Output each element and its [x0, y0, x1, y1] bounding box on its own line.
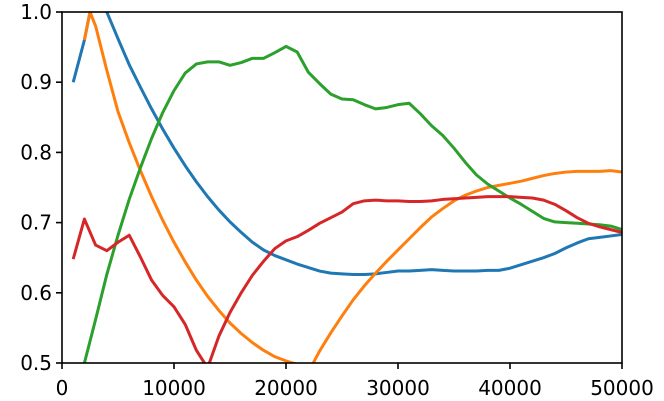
x-tick-label: 40000: [478, 376, 542, 400]
x-tick-label: 50000: [590, 376, 654, 400]
x-tick-label: 20000: [254, 376, 318, 400]
y-tick-label: 0.8: [20, 140, 52, 164]
x-tick-label: 0: [56, 376, 69, 400]
y-axis: 0.5 0.6 0.7 0.8 0.9 1.0: [20, 0, 62, 375]
x-tick-label: 30000: [366, 376, 430, 400]
y-tick-label: 0.6: [20, 281, 52, 305]
plot-area: [71, 12, 622, 363]
x-axis: 0 10000 20000 30000 40000 50000: [56, 363, 654, 400]
y-tick-label: 0.5: [20, 351, 52, 375]
y-tick-label: 0.7: [20, 211, 52, 235]
y-tick-label: 0.9: [20, 70, 52, 94]
series-line-1: [71, 12, 622, 277]
series-line-2: [82, 12, 622, 363]
axes-frame: [61, 11, 623, 364]
series-line-3: [82, 44, 622, 363]
y-tick-label: 1.0: [20, 0, 52, 24]
series-line-4: [71, 195, 622, 363]
x-tick-label: 10000: [142, 376, 206, 400]
